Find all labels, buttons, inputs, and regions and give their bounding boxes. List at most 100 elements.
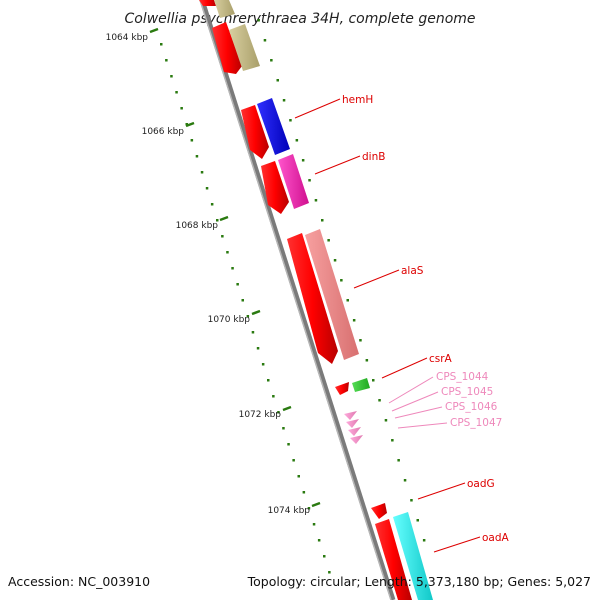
gene-oadA-cyan[interactable]: [393, 512, 433, 600]
scale-dot: [267, 379, 270, 382]
scale-dot: [236, 283, 239, 286]
gene-alaS-red[interactable]: [287, 233, 338, 364]
scale-dot: [302, 491, 306, 494]
scale-dot: [200, 171, 204, 174]
gene-hemH-red[interactable]: [241, 105, 269, 159]
gene-hemH-blue[interactable]: [257, 98, 290, 155]
gene-csrA-green[interactable]: [352, 378, 370, 392]
scale-dot: [165, 59, 168, 62]
gene-csrA-red[interactable]: [335, 382, 349, 395]
label-csrA[interactable]: csrA: [381, 353, 453, 379]
feature-dot: [257, 19, 260, 22]
scale-dot: [195, 155, 199, 158]
scale-dot: [241, 299, 244, 302]
feature-dot: [263, 39, 267, 42]
kbp-label-1066: 1066 kbp: [142, 127, 185, 137]
gene-oadG-red[interactable]: [371, 503, 387, 519]
scale-dot: [287, 443, 290, 446]
feature-dot: [321, 219, 324, 222]
feature-dot: [327, 239, 330, 242]
label-CPS_1047[interactable]: CPS_1047: [397, 417, 502, 429]
scale-dot: [282, 427, 285, 430]
scale-dot: [210, 203, 214, 206]
feature-dot: [410, 499, 413, 502]
feature-dot: [276, 79, 279, 82]
gene-oadA-red[interactable]: [375, 519, 412, 600]
feature-dot: [378, 399, 381, 402]
scale-dot: [231, 267, 234, 270]
label-CPS_1045[interactable]: CPS_1045: [391, 386, 493, 412]
feature-dot: [372, 379, 375, 382]
feature-dot: [308, 179, 311, 182]
feature-dot: [365, 359, 369, 362]
svg-text:dinB: dinB: [362, 151, 385, 163]
scale-dot: [292, 459, 295, 462]
svg-text:hemH: hemH: [342, 94, 373, 106]
gene-CPS_1046-arrow[interactable]: [348, 427, 361, 436]
feature-dot: [416, 519, 419, 522]
svg-text:CPS_1047: CPS_1047: [450, 417, 502, 429]
feature-dot: [397, 459, 400, 462]
feature-dot: [295, 139, 299, 142]
kbp-label-1072: 1072 kbp: [239, 410, 282, 420]
scale-dot: [251, 331, 255, 334]
scale-dot: [246, 315, 250, 318]
scale-dot: [297, 475, 300, 478]
label-oadG[interactable]: oadG: [417, 478, 495, 500]
scale-dot: [323, 555, 326, 558]
svg-text:CPS_1046: CPS_1046: [445, 401, 498, 413]
kbp-scale: 1064 kbp 1066 kbp 1068 kbp 1070 kbp 1072…: [106, 27, 321, 516]
svg-text:csrA: csrA: [429, 353, 453, 365]
scale-tick-dots: [160, 43, 331, 574]
genome-backbone-highlight: [199, 0, 392, 600]
kbp-label-1074: 1074 kbp: [268, 506, 311, 516]
svg-text:CPS_1044: CPS_1044: [436, 371, 489, 383]
major-tick: [251, 309, 261, 316]
label-CPS_1044[interactable]: CPS_1044: [388, 371, 489, 404]
gene-dinB-red[interactable]: [261, 161, 289, 214]
svg-text:alaS: alaS: [401, 265, 424, 277]
scale-dot: [277, 411, 280, 414]
svg-text:CPS_1045: CPS_1045: [441, 386, 493, 398]
scale-dot: [205, 187, 209, 190]
major-tick: [185, 121, 195, 128]
feature-dot: [340, 279, 343, 282]
gene-feature-top-olive[interactable]: [214, 0, 260, 71]
feature-dot: [314, 199, 318, 202]
label-oadA[interactable]: oadA: [433, 532, 510, 553]
scale-dot: [317, 539, 321, 542]
gene-CPS_1047-arrow[interactable]: [350, 435, 363, 444]
label-dinB[interactable]: dinB: [314, 151, 385, 175]
gene-feature-top-red[interactable]: [212, 22, 242, 74]
feature-dot: [359, 339, 362, 342]
scale-dot: [226, 251, 229, 254]
accession-text: Accession: NC_003910: [8, 574, 150, 589]
feature-dot: [301, 159, 305, 162]
scale-dot: [307, 507, 311, 510]
svg-text:oadG: oadG: [467, 478, 495, 490]
gene-dinB-magenta[interactable]: [278, 154, 309, 209]
feature-dot: [352, 319, 356, 322]
label-CPS_1046[interactable]: CPS_1046: [394, 401, 498, 419]
scale-dot: [312, 523, 316, 526]
scale-dot: [221, 235, 224, 238]
genome-summary-text: Topology: circular; Length: 5,373,180 bp…: [247, 574, 591, 589]
feature-tick-dots: [257, 19, 426, 542]
scale-dot: [216, 219, 219, 222]
kbp-label-1068: 1068 kbp: [176, 221, 219, 231]
scale-dot: [190, 139, 194, 142]
scale-dot: [185, 123, 188, 126]
feature-dot: [346, 299, 349, 302]
gene-feature-top-red-upper[interactable]: [199, 0, 216, 6]
major-tick: [282, 405, 292, 412]
svg-text:oadA: oadA: [482, 532, 510, 544]
gene-CPS_1045-arrow[interactable]: [346, 419, 359, 428]
gene-alaS-salmon[interactable]: [305, 229, 359, 360]
label-hemH[interactable]: hemH: [294, 94, 373, 119]
scale-dot: [180, 107, 183, 110]
gene-CPS_1044-arrow[interactable]: [344, 411, 357, 420]
label-alaS[interactable]: alaS: [353, 265, 424, 289]
scale-dot: [256, 347, 260, 350]
scale-dot: [272, 395, 275, 398]
major-tick: [149, 27, 159, 34]
